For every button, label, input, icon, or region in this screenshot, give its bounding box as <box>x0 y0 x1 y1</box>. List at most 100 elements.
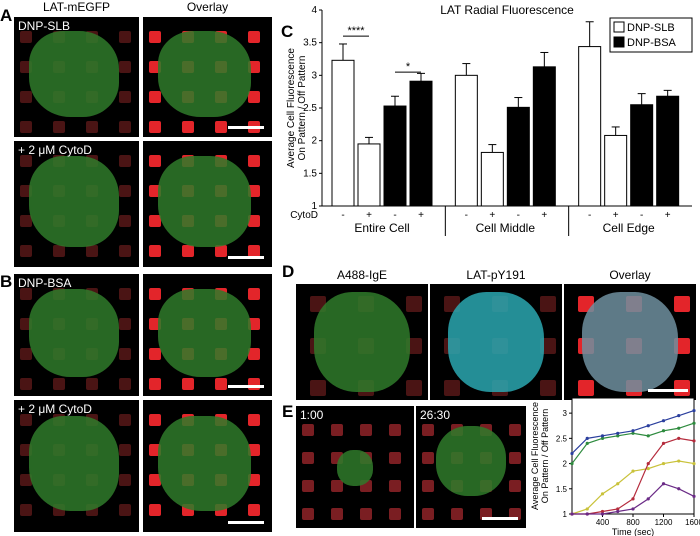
x-tick-label: 1600 <box>685 518 700 527</box>
series-point-2 <box>600 492 605 496</box>
cell-body <box>582 292 678 392</box>
y-tick-label: 1.5 <box>303 168 317 179</box>
pattern-square <box>248 444 260 456</box>
a-row1-lat-image: DNP-SLB <box>14 17 139 137</box>
pattern-square <box>248 91 260 103</box>
y-tick-label: 3 <box>311 70 317 81</box>
cytod-mark: - <box>393 210 396 221</box>
panel-c-letter: C <box>281 22 294 41</box>
series-point-1 <box>585 436 589 440</box>
pattern-square <box>674 296 690 312</box>
pattern-square <box>578 380 594 396</box>
bar-bsa-minus <box>506 106 530 207</box>
x-tick-label: 1200 <box>655 518 673 527</box>
group-label: Cell Edge <box>603 221 655 235</box>
series-point-1 <box>631 429 635 433</box>
series-point-0 <box>616 434 620 438</box>
series-point-0 <box>585 441 589 445</box>
pattern-square <box>119 444 131 456</box>
pattern-square <box>540 380 556 396</box>
cytod-label: CytoD <box>290 210 318 221</box>
pattern-square <box>149 245 161 257</box>
y-tick-label: 1.5 <box>556 485 568 494</box>
pattern-square <box>422 452 434 464</box>
pattern-square <box>20 348 32 360</box>
pattern-square <box>248 215 260 227</box>
a-row2-overlay-image <box>143 141 272 267</box>
pattern-square <box>182 121 194 133</box>
scale-bar <box>228 521 264 524</box>
pattern-square <box>389 508 401 520</box>
lat-radial-fluorescence-chart: LAT Radial Fluorescence Average Cell Fluo… <box>286 3 693 236</box>
pattern-square <box>149 215 161 227</box>
pattern-square <box>302 424 314 436</box>
a-row1-lat-label: DNP-SLB <box>18 19 71 33</box>
pattern-square <box>149 121 161 133</box>
bar-bsa-plus <box>409 80 433 207</box>
y-axis-label-line1: Average Cell Fluorescence <box>286 48 297 168</box>
cell-body <box>158 289 251 377</box>
pattern-square <box>20 215 32 227</box>
series-point-4 <box>570 512 574 516</box>
bar-bsa-plus <box>656 95 680 207</box>
pattern-square <box>119 414 131 426</box>
pattern-square <box>389 452 401 464</box>
pattern-square <box>119 185 131 197</box>
pattern-square <box>406 296 422 312</box>
cytod-mark: - <box>341 210 344 221</box>
pattern-square <box>182 245 194 257</box>
pattern-square <box>149 155 161 167</box>
series-point-1 <box>661 419 666 423</box>
series-point-0 <box>600 436 605 440</box>
y-axis-label-line2: On Pattern / Off Pattern <box>297 56 308 161</box>
y-tick-label: 2 <box>311 136 317 147</box>
pattern-square <box>331 480 343 492</box>
pattern-square <box>248 474 260 486</box>
cell-body <box>158 416 251 511</box>
pattern-square <box>119 504 131 516</box>
pattern-square <box>20 91 32 103</box>
a-row2-lat-image: + 2 μM CytoD <box>14 141 139 267</box>
time-course-chart: Average Cell FluorescenceOn Pattern / Of… <box>530 397 700 536</box>
y-tick-label: 2.5 <box>303 103 317 114</box>
series-point-4 <box>692 494 696 498</box>
pattern-square <box>149 504 161 516</box>
e-frame-1-image: 1:00 <box>296 406 414 528</box>
pattern-square <box>331 508 343 520</box>
a-row2-lat-label: + 2 μM CytoD <box>18 143 92 157</box>
cytod-mark: + <box>489 210 495 221</box>
series-point-3 <box>600 509 605 514</box>
y-axis-label: Average Cell FluorescenceOn Pattern / Of… <box>286 48 308 168</box>
e-frame-2-time: 26:30 <box>420 408 451 422</box>
series-point-3 <box>646 461 650 466</box>
panel-d-col1-header: A488-IgE <box>336 268 388 282</box>
series-point-1 <box>646 424 650 428</box>
cytod-mark: + <box>613 210 619 221</box>
pattern-square <box>119 348 131 360</box>
y-axis-label-line2: On Pattern / Off Pattern <box>540 409 550 503</box>
group-label: Entire Cell <box>354 221 409 235</box>
pattern-square <box>53 378 65 390</box>
series-point-4 <box>600 512 605 516</box>
series-point-3 <box>677 436 681 440</box>
panel-d-col2-header: LAT-pY191 <box>466 268 526 282</box>
cell-body <box>448 292 544 392</box>
scale-bar <box>482 517 518 520</box>
pattern-square <box>149 91 161 103</box>
cytod-mark: - <box>640 210 643 221</box>
bar-bsa-plus <box>532 66 556 207</box>
panel-e-letter: E <box>282 402 294 421</box>
cell-body <box>29 289 119 377</box>
pattern-square <box>248 348 260 360</box>
pattern-square <box>119 91 131 103</box>
series-point-3 <box>692 439 696 443</box>
panel-a-col-right-header: Overlay <box>186 0 229 14</box>
x-axis-label: Time (sec) <box>612 527 654 536</box>
pattern-square <box>248 288 260 300</box>
cell-body <box>29 156 119 247</box>
bar-bsa-minus <box>383 105 407 207</box>
b-row2-overlay-image <box>143 400 272 532</box>
x-tick-label: 800 <box>626 518 640 527</box>
series-point-2 <box>631 469 635 473</box>
cytod-mark: + <box>366 210 372 221</box>
